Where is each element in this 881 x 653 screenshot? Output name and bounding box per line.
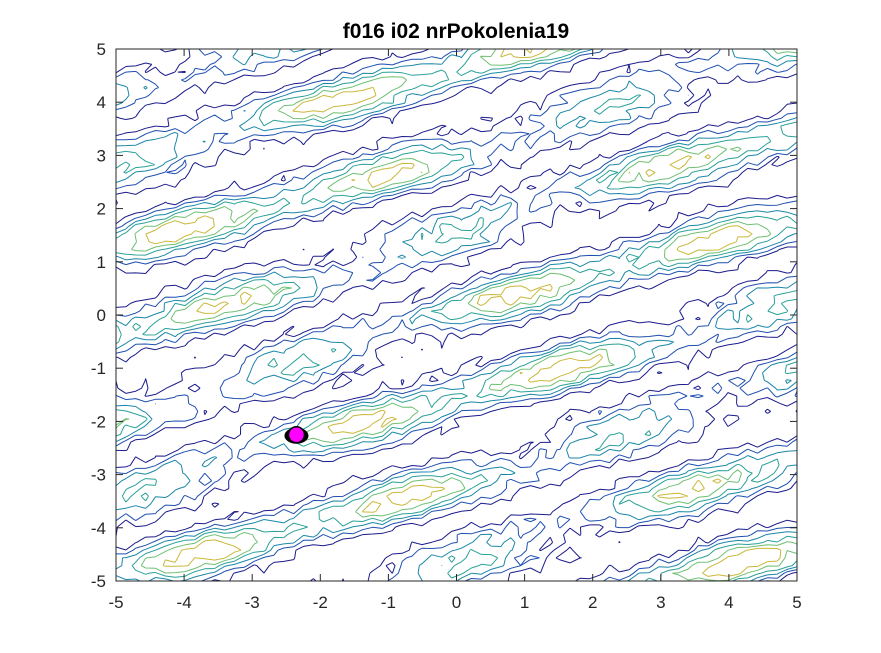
contour-level-1 (116, 49, 797, 581)
best-point-marker (287, 425, 306, 444)
contour-level-2 (116, 49, 797, 581)
y-tick-label: -5 (91, 572, 106, 591)
x-tick-label: -5 (108, 593, 123, 612)
y-tick-label: -4 (91, 519, 106, 538)
x-tick-label: 0 (452, 593, 461, 612)
x-tick-label: 5 (792, 593, 801, 612)
y-tick-label: 1 (97, 253, 106, 272)
y-tick-label: 5 (97, 40, 106, 59)
y-tick-label: 4 (97, 93, 106, 112)
x-tick-label: -4 (177, 593, 192, 612)
y-tick-label: 0 (97, 306, 106, 325)
y-tick-label: -1 (91, 359, 106, 378)
contour-level-6 (145, 49, 782, 577)
x-axis: -5 -4 -3 -2 -1 0 1 2 3 4 5 (108, 49, 802, 612)
y-tick-label: 2 (97, 200, 106, 219)
marked-points (284, 425, 309, 444)
y-tick-label: 3 (97, 146, 106, 165)
y-tick-label: -3 (91, 466, 106, 485)
contour-level-3 (116, 49, 797, 581)
contour-level-4 (116, 49, 797, 581)
y-axis: -5 -4 -3 -2 -1 0 1 2 3 4 5 (91, 40, 797, 591)
contour-lines (116, 49, 797, 581)
y-tick-label: -2 (91, 412, 106, 431)
x-tick-label: -3 (245, 593, 260, 612)
x-tick-label: 3 (656, 593, 665, 612)
chart-title: f016 i02 nrPokolenia19 (343, 20, 569, 43)
x-tick-label: -2 (313, 593, 328, 612)
x-tick-label: 1 (520, 593, 529, 612)
x-tick-label: -1 (381, 593, 396, 612)
x-tick-label: 4 (724, 593, 733, 612)
plot-area (116, 49, 797, 581)
contour-level-5 (116, 49, 797, 581)
x-tick-label: 2 (588, 593, 597, 612)
